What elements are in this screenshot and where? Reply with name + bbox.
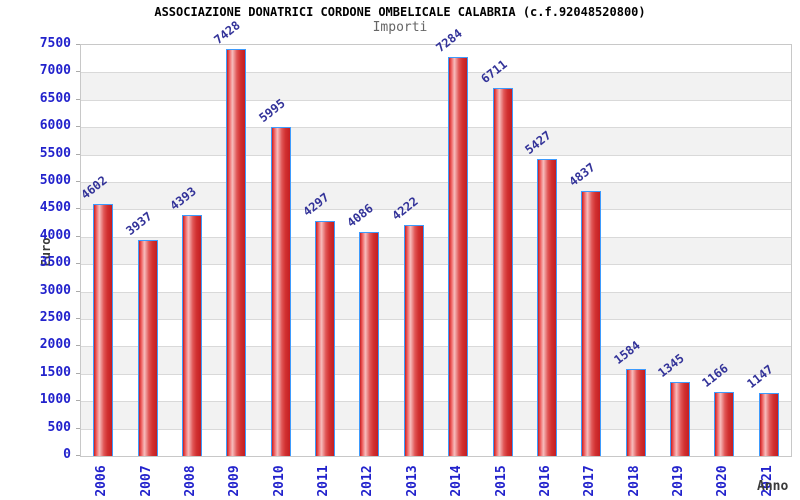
bar [93,204,114,456]
y-tick-label: 0 [63,447,71,462]
y-tick-label: 3500 [39,255,71,271]
x-tick-label: 2008 [182,465,198,497]
plot-band [81,72,791,100]
y-tick-mark [76,290,80,292]
y-tick-label: 7500 [39,36,71,51]
x-tick-label: 2015 [493,465,509,497]
y-tick-label: 1000 [39,392,71,408]
plot-band [81,99,791,128]
bar [536,159,557,456]
x-tick-label: 2016 [537,465,553,497]
x-tick-label: 2018 [626,465,642,497]
y-tick-label: 5000 [39,173,71,188]
y-tick-label: 4000 [39,227,71,243]
gridline [81,264,791,266]
bar [670,382,691,456]
y-tick-label: 3000 [39,282,71,298]
x-tick-label: 2010 [271,465,287,497]
y-tick-mark [76,71,80,73]
x-tick-label: 2007 [138,465,154,497]
plot-band [81,154,791,182]
bar [492,88,513,456]
x-tick-label: 2006 [94,465,110,497]
bar [315,221,336,456]
bar [403,225,424,456]
y-tick-mark [76,98,80,100]
plot-area: 4602 3937 4393 7428 5995 4297 4086 4222 7284 6711… [79,18,792,457]
y-tick-mark [76,318,80,319]
bar [758,393,779,456]
bar [714,392,735,456]
y-tick-mark [76,372,80,374]
gridline [81,127,791,129]
y-tick-mark [76,181,80,182]
x-axis-title: Anno [757,479,789,494]
y-tick-label: 2000 [39,337,71,353]
x-tick-label: 2012 [360,465,376,497]
plot-band [81,182,791,210]
gridline [81,154,791,156]
plot-band [81,45,791,73]
y-tick-label: 6500 [39,90,71,106]
bar [581,191,602,456]
x-tick-label: 2011 [316,465,332,497]
y-tick-label: 2500 [39,310,71,325]
gridline [81,99,791,101]
gridline [81,182,791,183]
chart-subtitle: Importi [372,20,428,35]
gridline [81,236,791,238]
bar [137,240,158,456]
y-tick-label: 500 [47,419,71,435]
bar [226,49,247,456]
gridline [81,72,791,74]
y-tick-label: 4500 [39,200,71,216]
gridline [81,428,791,430]
x-tick-label: 2020 [715,465,731,497]
y-tick-mark [76,263,80,265]
y-tick-mark [76,455,80,456]
bar [181,215,202,456]
gridline [81,401,791,403]
x-tick-label: 2019 [671,465,687,497]
y-tick-label: 6000 [39,118,71,134]
bar [448,57,469,456]
gridline [81,373,791,375]
bar [359,232,380,456]
y-tick-mark [76,400,80,402]
plot-band [81,127,791,155]
x-tick-label: 2014 [449,465,465,497]
y-tick-mark [76,345,80,347]
y-tick-label: 7000 [39,63,71,79]
y-tick-label: 5500 [39,145,71,161]
bar [625,369,646,456]
y-tick-mark [76,427,80,429]
y-tick-mark [76,235,80,237]
gridline [81,319,791,320]
y-tick-mark [76,153,80,155]
y-tick-mark [76,126,80,128]
x-tick-label: 2017 [582,465,598,497]
y-tick-mark [76,44,80,45]
chart-title: ASSOCIAZIONE DONATRICI CORDONE OMBELICAL… [154,5,646,19]
gridline [81,291,791,293]
x-tick-label: 2009 [227,465,243,497]
bar [270,127,291,456]
y-tick-mark [76,208,80,210]
y-tick-label: 1500 [39,364,71,380]
gridline [81,209,791,211]
x-tick-label: 2013 [404,465,420,497]
gridline [81,346,791,348]
